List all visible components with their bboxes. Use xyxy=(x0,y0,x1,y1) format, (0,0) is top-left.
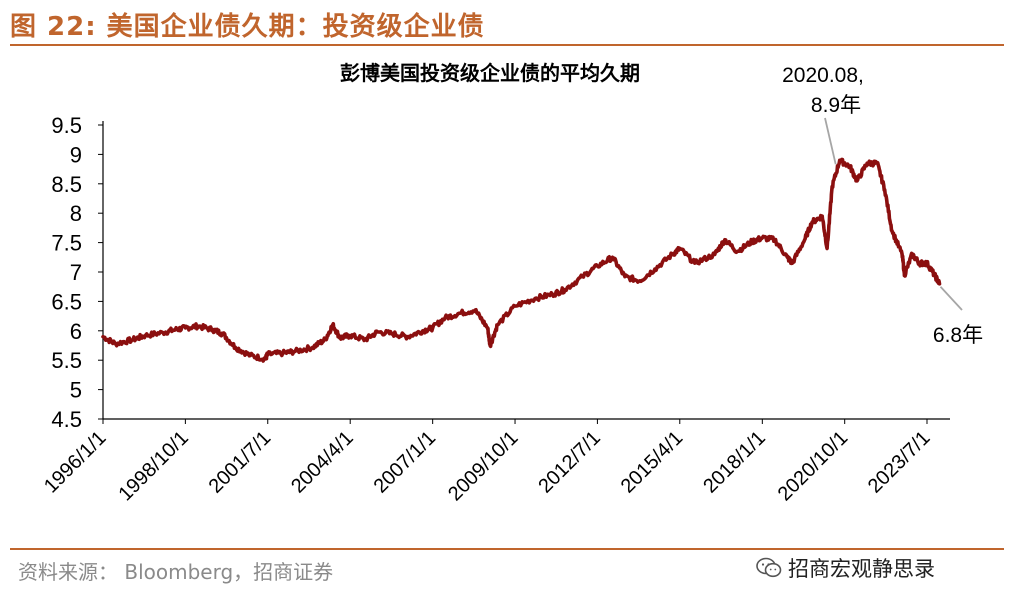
x-tick-label: 2001/7/1 xyxy=(205,427,276,498)
x-tick-label: 2012/7/1 xyxy=(534,427,605,498)
x-tick-label: 2007/1/1 xyxy=(370,427,441,498)
source-note: 资料来源： Bloomberg，招商证券 xyxy=(18,560,334,584)
annotation-latest: 6.8年 xyxy=(933,324,983,347)
x-tick-label: 2004/4/1 xyxy=(287,427,358,498)
x-tick-label: 1996/1/1 xyxy=(40,427,111,498)
chart-title: 彭博美国投资级企业债的平均久期 xyxy=(340,61,640,85)
annotation-leader-peak xyxy=(824,117,837,165)
title-rule xyxy=(10,44,1004,46)
y-tick-label: 7 xyxy=(70,260,82,285)
figure-title: 图 22: 美国企业债久期：投资级企业债 xyxy=(10,12,485,42)
wechat-icon xyxy=(756,557,782,578)
y-tick-label: 9 xyxy=(70,142,82,167)
annotation-peak-line2: 8.9年 xyxy=(811,94,861,117)
annotation-leader-latest xyxy=(939,286,963,311)
footer-rule xyxy=(10,548,1004,550)
y-tick-label: 5 xyxy=(70,378,82,403)
x-tick-label: 1998/10/1 xyxy=(114,427,192,505)
y-tick-label: 4.5 xyxy=(51,407,82,432)
x-tick-label: 2023/7/1 xyxy=(864,427,935,498)
y-tick-label: 8.5 xyxy=(51,172,82,197)
x-tick-label: 2018/1/1 xyxy=(699,427,770,498)
x-tick-label: 2009/10/1 xyxy=(444,427,522,505)
x-tick-label: 2020/10/1 xyxy=(774,427,852,505)
brand-mark: 招商宏观静思录 xyxy=(756,553,935,583)
y-tick-label: 6.5 xyxy=(51,289,82,314)
y-tick-label: 8 xyxy=(70,201,82,226)
y-tick-label: 5.5 xyxy=(51,348,82,373)
y-tick-label: 9.5 xyxy=(51,113,82,138)
y-tick-label: 7.5 xyxy=(51,231,82,256)
x-tick-label: 2015/4/1 xyxy=(617,427,688,498)
annotation-peak-line1: 2020.08, xyxy=(782,64,864,87)
brand-name: 招商宏观静思录 xyxy=(788,557,935,581)
series-line xyxy=(101,157,942,363)
y-tick-label: 6 xyxy=(70,319,82,344)
